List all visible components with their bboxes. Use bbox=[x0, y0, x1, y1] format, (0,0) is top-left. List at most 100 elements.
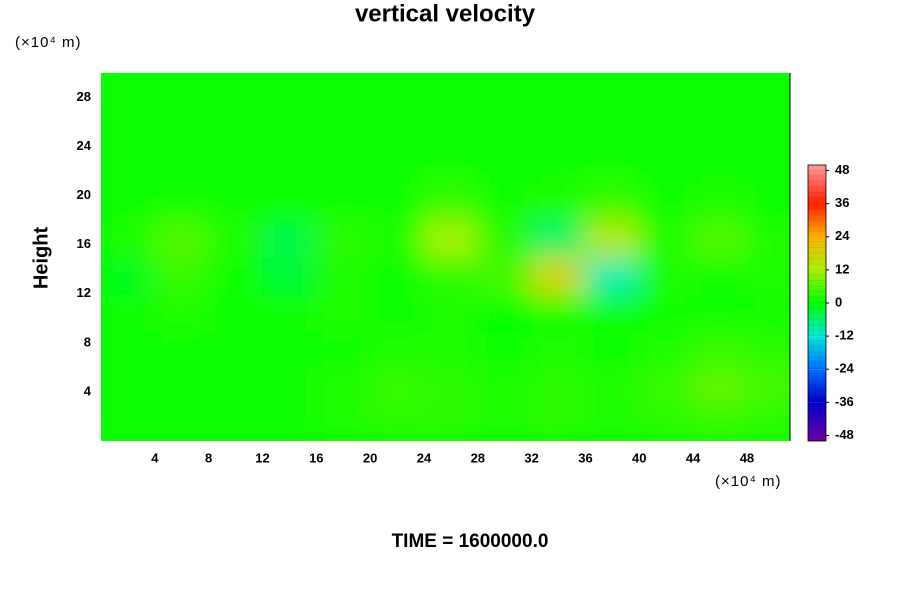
x-tick-label: 20 bbox=[363, 450, 377, 465]
field-cell bbox=[315, 108, 372, 148]
field-cell bbox=[476, 108, 533, 148]
field-cell bbox=[745, 256, 790, 295]
x-tick-label: 12 bbox=[255, 450, 269, 465]
field-cell bbox=[745, 403, 790, 441]
field-cell bbox=[261, 256, 318, 295]
field-cell bbox=[422, 73, 479, 111]
field-cell bbox=[369, 182, 425, 222]
field-cell bbox=[476, 73, 533, 111]
field-cell bbox=[530, 292, 587, 332]
field-cell bbox=[422, 145, 479, 185]
colorbar-tick-label: -24 bbox=[835, 361, 855, 376]
x-tick-label: 16 bbox=[309, 450, 323, 465]
field-cell bbox=[745, 329, 790, 369]
field-cell bbox=[476, 292, 533, 332]
field-cell bbox=[207, 73, 264, 111]
field-cell bbox=[530, 403, 587, 441]
colorbar-segment bbox=[808, 336, 826, 370]
field-cell bbox=[261, 366, 318, 406]
field-cell bbox=[584, 182, 641, 222]
field-cell bbox=[692, 329, 748, 369]
field-cell bbox=[153, 182, 210, 222]
field-cell bbox=[101, 108, 156, 148]
colorbar-tick-label: 12 bbox=[835, 261, 849, 276]
field-cell bbox=[476, 182, 533, 222]
field-cell bbox=[638, 329, 695, 369]
field-cell bbox=[638, 403, 695, 441]
x-tick-label: 36 bbox=[578, 450, 592, 465]
field-cell bbox=[584, 73, 641, 111]
y-axis-label: Height bbox=[30, 227, 52, 290]
field-cell bbox=[422, 256, 479, 295]
field-cell bbox=[692, 292, 748, 332]
colorbar-tick-label: 48 bbox=[835, 162, 849, 177]
field-cell bbox=[153, 329, 210, 369]
field-cell bbox=[745, 219, 790, 258]
field-cell bbox=[584, 366, 641, 406]
field-cell bbox=[207, 108, 264, 148]
field-cell bbox=[422, 403, 479, 441]
field-cell bbox=[584, 256, 641, 295]
field-cell bbox=[207, 256, 264, 295]
field-cell bbox=[422, 292, 479, 332]
field-cell bbox=[261, 329, 318, 369]
y-tick-label: 4 bbox=[84, 383, 92, 398]
field-cell bbox=[745, 292, 790, 332]
field-cell bbox=[422, 329, 479, 369]
field-cell bbox=[692, 73, 748, 111]
field-cell bbox=[638, 145, 695, 185]
field-cell bbox=[422, 219, 479, 258]
field-cell bbox=[261, 145, 318, 185]
field-cell bbox=[207, 145, 264, 185]
x-tick-label: 8 bbox=[205, 450, 212, 465]
field-cell bbox=[584, 108, 641, 148]
field-cells bbox=[101, 73, 790, 441]
field-cell bbox=[153, 108, 210, 148]
colorbar: 48 36 24 12 0 -12 -24 -36 -48 bbox=[807, 162, 855, 442]
x-tick-label: 4 bbox=[151, 450, 159, 465]
field-cell bbox=[153, 292, 210, 332]
field-cell bbox=[207, 403, 264, 441]
x-tick-label: 32 bbox=[524, 450, 538, 465]
field-cell bbox=[692, 366, 748, 406]
field-cell bbox=[207, 182, 264, 222]
field-cell bbox=[530, 73, 587, 111]
field-cell bbox=[638, 182, 695, 222]
x-tick-label: 44 bbox=[686, 450, 701, 465]
field-cell bbox=[369, 108, 425, 148]
field-cell bbox=[369, 403, 425, 441]
field-cell bbox=[315, 256, 372, 295]
field-cell bbox=[315, 329, 372, 369]
field-cell bbox=[261, 73, 318, 111]
field-cell bbox=[745, 366, 790, 406]
field-cell bbox=[530, 145, 587, 185]
field-cell bbox=[530, 219, 587, 258]
field-cell bbox=[315, 219, 372, 258]
field-cell bbox=[422, 108, 479, 148]
field-cell bbox=[584, 403, 641, 441]
y-unit-label: (×10⁴ m) bbox=[15, 34, 82, 51]
x-unit-label: (×10⁴ m) bbox=[715, 473, 782, 490]
field-cell bbox=[153, 145, 210, 185]
field-cell bbox=[207, 292, 264, 332]
field-cell bbox=[101, 145, 156, 185]
colorbar-segment bbox=[808, 236, 826, 270]
colorbar-tick-label: -36 bbox=[835, 394, 854, 409]
colorbar-segment bbox=[808, 303, 826, 337]
field-cell bbox=[638, 73, 695, 111]
colorbar-tick-label: 24 bbox=[835, 228, 850, 243]
field-cell bbox=[153, 219, 210, 258]
colorbar-segment bbox=[808, 203, 826, 237]
field-cell bbox=[315, 73, 372, 111]
field-cell bbox=[584, 145, 641, 185]
field-cell bbox=[745, 145, 790, 185]
colorbar-tick-label: 0 bbox=[835, 294, 842, 309]
colorbar-segment bbox=[808, 369, 826, 403]
field-cell bbox=[745, 108, 790, 148]
field-cell bbox=[638, 219, 695, 258]
field-cell bbox=[315, 366, 372, 406]
field-cell bbox=[584, 292, 641, 332]
field-cell bbox=[369, 145, 425, 185]
y-tick-label: 28 bbox=[77, 89, 91, 104]
field bbox=[101, 73, 790, 441]
